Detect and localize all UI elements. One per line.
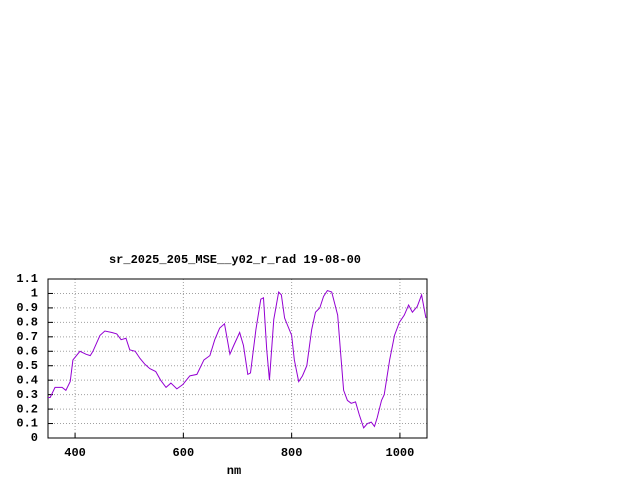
x-axis-label: nm (227, 464, 241, 478)
y-tick-label: 0.6 (16, 344, 38, 358)
x-tick-label: 600 (173, 446, 195, 460)
y-tick-label: 0 (31, 431, 38, 445)
y-tick-label: 0.1 (16, 417, 38, 431)
chart-title: sr_2025_205_MSE__y02_r_rad 19-08-00 (109, 253, 361, 267)
y-tick-label: 0.2 (16, 402, 38, 416)
data-line (48, 289, 427, 429)
x-tick-label: 400 (64, 446, 86, 460)
y-tick-label: 1.1 (16, 272, 38, 286)
x-tick-label: 800 (281, 446, 303, 460)
y-tick-label: 0.9 (16, 301, 38, 315)
y-tick-label: 1 (31, 287, 38, 301)
y-tick-label: 0.5 (16, 359, 38, 373)
x-tick-label: 1000 (386, 446, 415, 460)
y-tick-label: 0.7 (16, 330, 38, 344)
y-tick-label: 0.8 (16, 316, 38, 330)
y-tick-label: 0.3 (16, 388, 38, 402)
y-tick-label: 0.4 (16, 373, 38, 387)
plot-border (47, 278, 428, 439)
